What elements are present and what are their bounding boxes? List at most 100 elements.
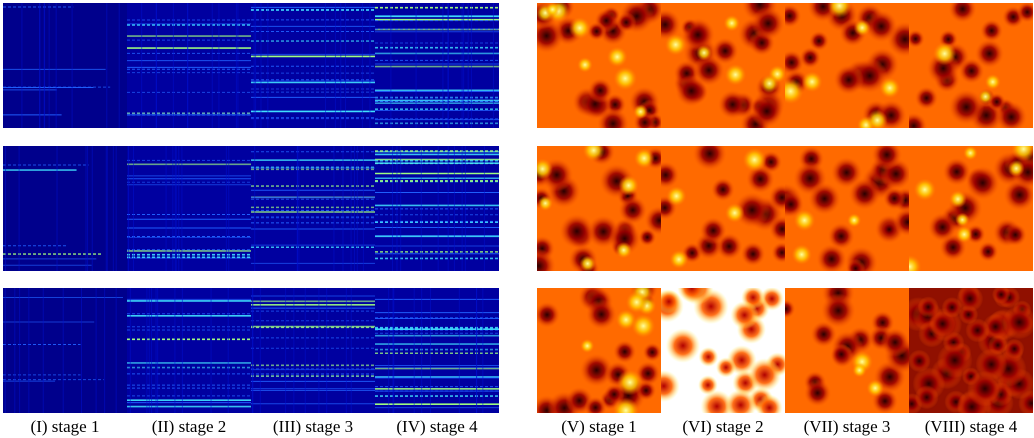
bright-blob [879,77,901,99]
blob [883,187,906,210]
blob [734,192,771,228]
bright-blob [631,314,656,338]
bright-blob [615,241,632,259]
blob [909,29,925,49]
blob [929,311,956,337]
blob [698,375,718,395]
blob [587,21,607,41]
blob [747,358,782,392]
bright-blob [963,146,978,161]
feature-map [3,146,127,271]
bright-blob [580,338,595,353]
bright-blob [666,186,687,207]
activation-map [785,3,909,128]
blob [785,299,796,319]
blob [740,241,766,267]
blob [1002,305,1033,340]
bright-blob [633,104,648,119]
activation-map [909,288,1033,413]
blob [956,288,984,312]
bright-blob [613,66,638,91]
blob [927,212,958,242]
bright-blob [866,379,884,397]
feature-map [127,146,251,271]
blob [936,342,973,379]
bright-blob [909,254,922,271]
activation-map [537,288,661,413]
blob [909,112,928,128]
blob [785,191,804,218]
bright-blob [615,309,637,330]
blob [808,182,841,216]
blob [711,37,739,65]
bright-blob [664,33,687,56]
blob [1004,338,1025,359]
blob [746,164,775,194]
blob [597,107,629,128]
blob [750,94,784,128]
blob [810,321,837,348]
bright-blob [568,17,591,39]
activation-map [661,146,785,271]
blob [661,289,681,314]
blob [724,389,757,413]
blob [699,217,727,245]
blob [768,184,785,212]
bright-blob [579,255,596,271]
blob [644,205,661,236]
blob [958,58,985,84]
activation-map [661,288,785,413]
bright-blob [866,109,888,128]
blob [799,46,821,69]
bright-blob [618,175,639,196]
blob [803,379,832,407]
feature-bg [127,3,251,128]
feature-bg [375,288,499,413]
blob [942,157,971,186]
bright-blob [785,78,804,105]
bright-blob [760,74,779,93]
bright-blob [625,291,648,314]
feature-map [375,146,499,271]
blob [642,342,661,362]
blob [537,248,556,271]
blob [584,396,607,413]
blob [665,328,701,363]
bright-blob [606,46,628,68]
blob [616,12,637,33]
caption: (III) stage 3 [273,417,353,436]
blob [730,301,759,330]
blob [948,89,985,125]
blob [965,318,990,343]
activation-map [909,146,1033,271]
blob [711,177,735,202]
feature-map [375,3,499,128]
activation-map [537,3,661,128]
blob [830,343,853,365]
bright-blob [742,147,767,172]
bright-blob [949,190,967,208]
blob [771,241,785,264]
feature-bg [251,3,375,128]
blob [587,78,613,104]
bright-blob [791,244,812,265]
feature-map [251,3,375,128]
blob [914,385,939,410]
bright-blob [582,146,605,162]
bright-blob [1011,146,1033,162]
blob [909,349,931,373]
caption: (VIII) stage 4 [925,417,1018,436]
feature-map [251,288,375,413]
bright-blob [723,14,741,32]
blob [586,299,617,330]
bright-blob [955,226,973,243]
blob [914,86,939,110]
feature-bg [251,146,375,271]
bright-blob [696,45,712,61]
blob [845,258,866,271]
blob [693,54,725,87]
bright-blob [984,73,1001,90]
bright-blob [545,3,560,17]
blob [830,156,863,189]
